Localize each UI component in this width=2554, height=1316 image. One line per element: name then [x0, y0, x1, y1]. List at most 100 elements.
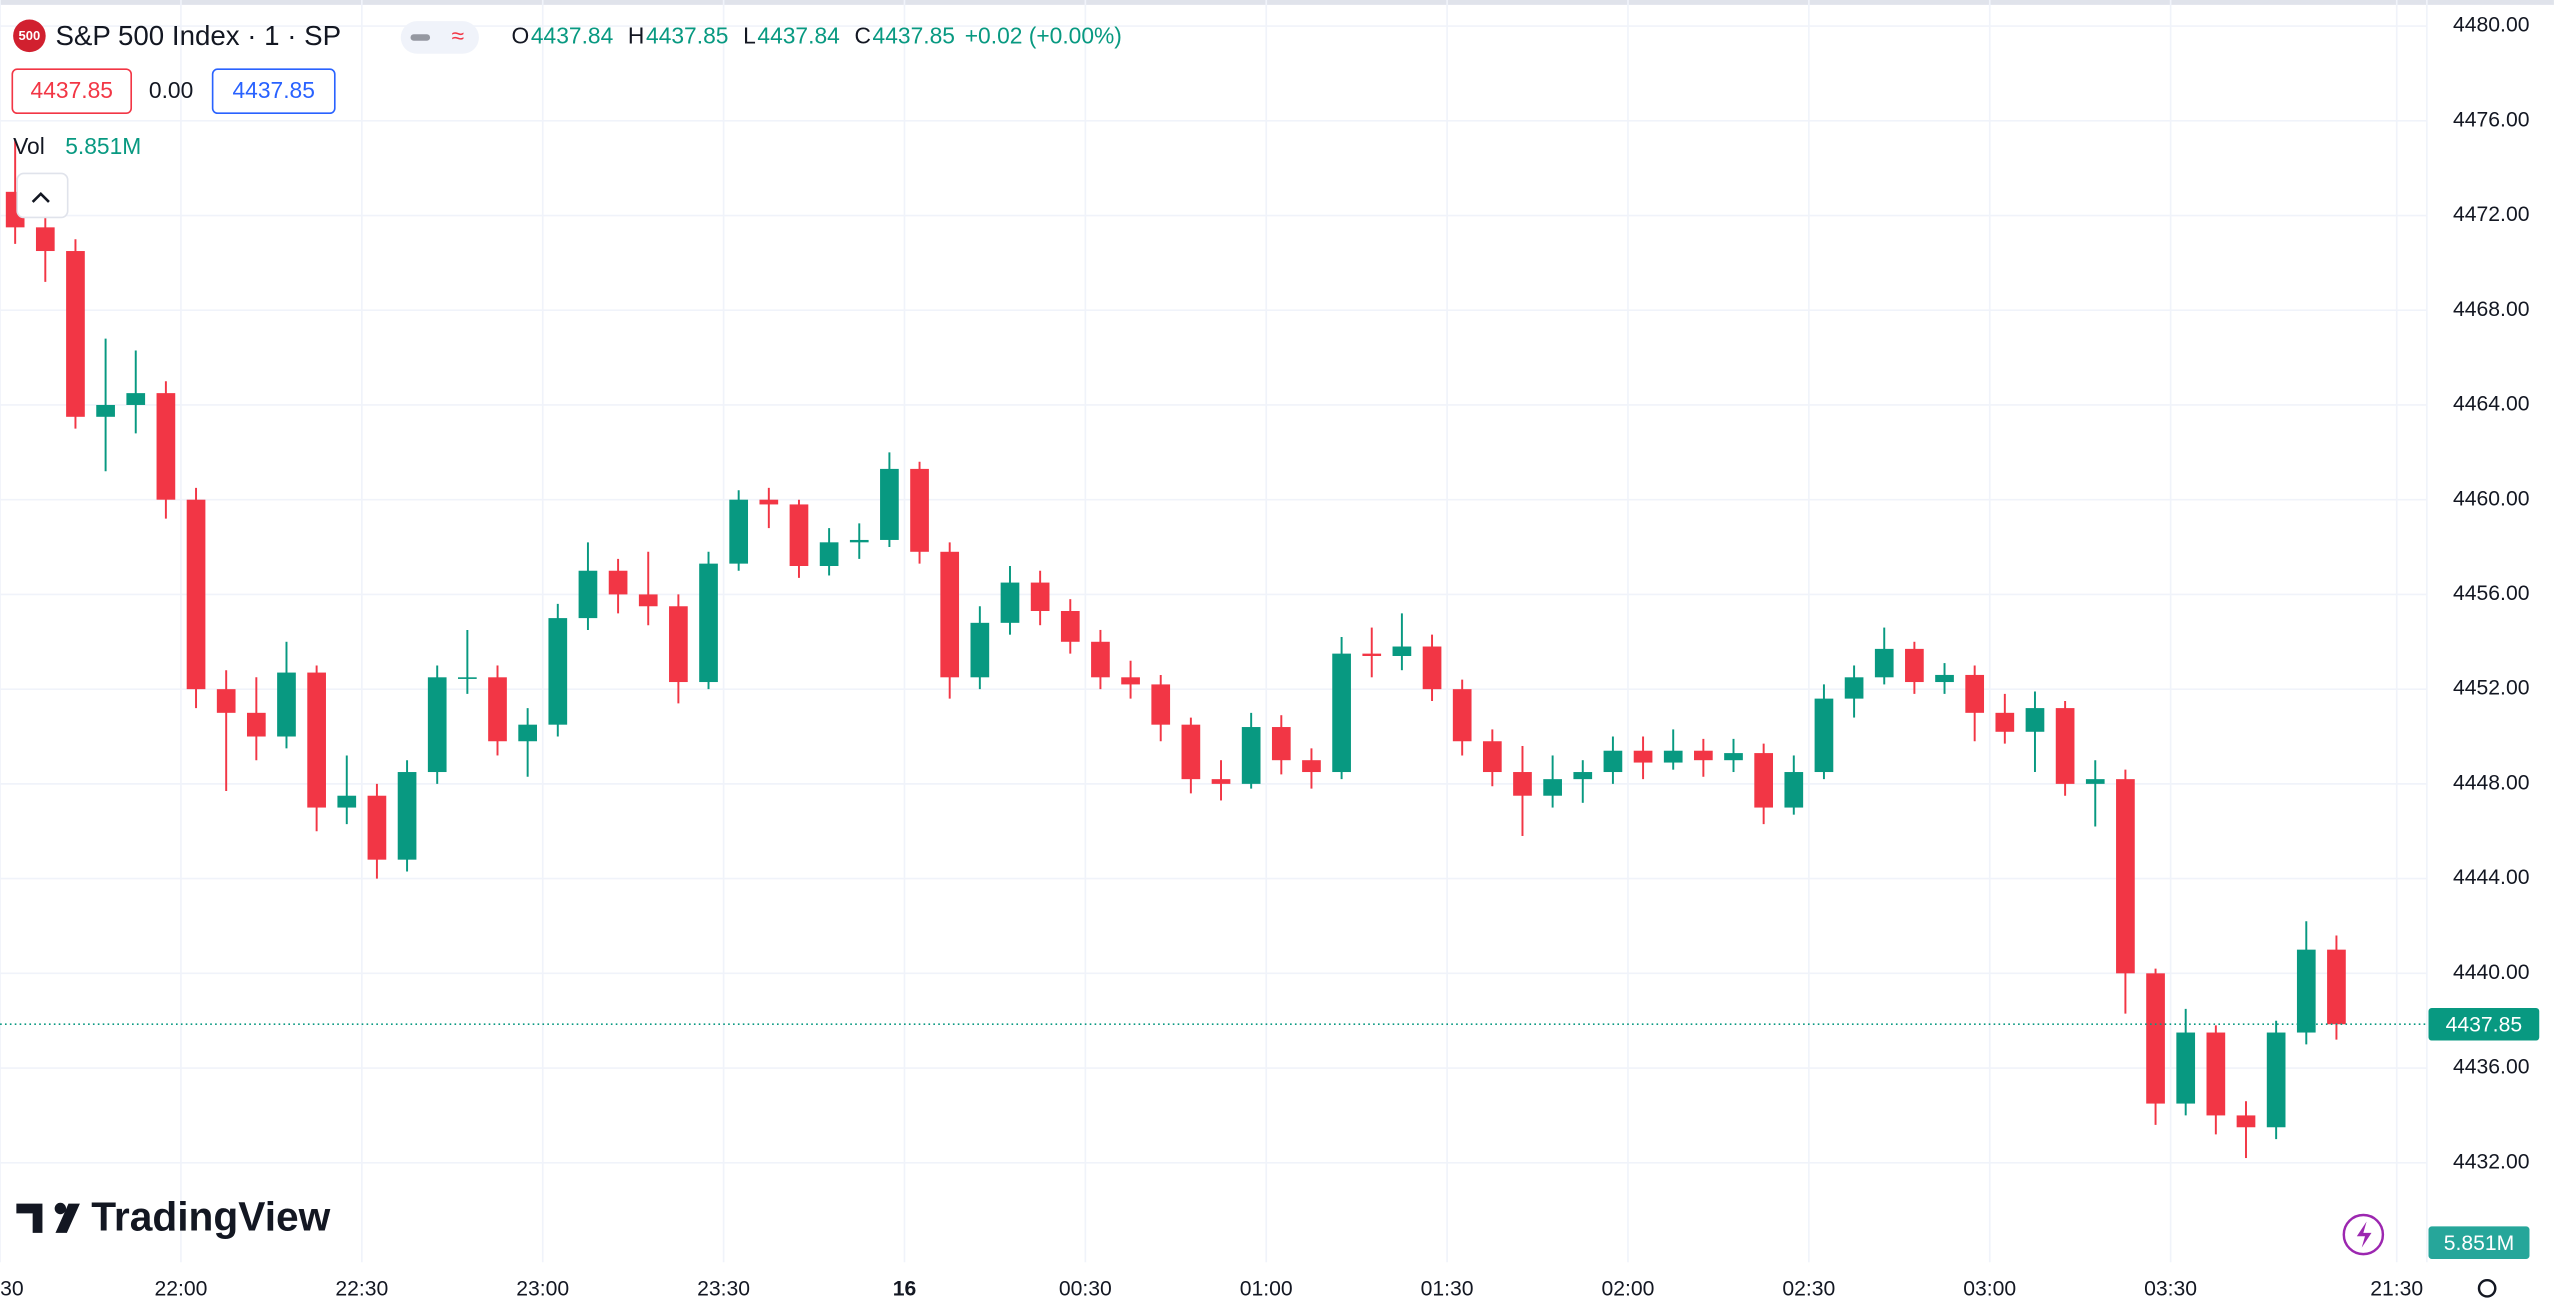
candle-body: [940, 551, 960, 678]
symbol-title[interactable]: S&P 500 Index · 1 · SP: [55, 20, 341, 51]
change: +0.02 (+0.00%): [965, 22, 1122, 48]
last-price-label: 4437.85: [2446, 1013, 2522, 1036]
axes: 4432.00 4436.00 4440.00 4444.00 4448.00 4452.…: [0, 14, 2540, 1301]
x-tick-label: 21:30: [2370, 1278, 2423, 1301]
y-tick-label: 4452.00: [2453, 677, 2529, 700]
x-tick-label: 02:30: [1782, 1278, 1835, 1301]
candle-body: [1121, 677, 1140, 685]
candle-body: [669, 606, 688, 683]
x-tick-label: 03:30: [2144, 1278, 2197, 1301]
status-icon: [410, 34, 431, 41]
ohlc-key: H: [628, 22, 644, 48]
candle-body: [35, 227, 55, 252]
candle-body: [2055, 708, 2075, 784]
y-tick-label: 4444.00: [2453, 866, 2529, 889]
candle-body: [2176, 1032, 2196, 1104]
candle-body: [1452, 689, 1472, 742]
y-tick-label: 4464.00: [2453, 393, 2529, 416]
candle-body: [578, 570, 598, 619]
candle-body: [2266, 1032, 2286, 1128]
candle-body: [2236, 1115, 2256, 1128]
candle-body: [789, 504, 809, 567]
candle-body: [819, 542, 839, 567]
candle-body: [1724, 753, 1743, 761]
candle-body: [880, 468, 899, 540]
candle-body: [1302, 760, 1321, 773]
candle-body: [1663, 750, 1683, 763]
candle-body: [1573, 772, 1593, 780]
candle-body: [1060, 610, 1080, 642]
y-tick-label: 4472.00: [2453, 203, 2529, 226]
candle-body: [277, 672, 296, 737]
candle-body: [156, 393, 176, 500]
sell-button[interactable]: [11, 68, 133, 115]
candle-body: [2296, 949, 2316, 1033]
x-tick-label: 22:00: [154, 1278, 207, 1301]
volume-value: 5.851M: [65, 133, 141, 159]
y-tick-label: 4476.00: [2453, 108, 2529, 131]
logo-text: 500: [19, 28, 41, 43]
candle-body: [186, 499, 206, 690]
volume-tag-label: 5.851M: [2444, 1232, 2515, 1255]
candle-body: [1000, 582, 1020, 623]
candle-body: [1935, 674, 1954, 683]
candle-body: [397, 772, 417, 860]
replay-icon: [2356, 1221, 2372, 1248]
x-tick-label: 16: [893, 1278, 917, 1301]
ohlc-key: O: [512, 22, 530, 48]
candles: [0, 139, 2427, 1159]
x-tick-label: 02:00: [1602, 1278, 1655, 1301]
y-tick-label: 4448.00: [2453, 771, 2529, 794]
candle-body: [216, 689, 236, 713]
x-tick-label: 00:30: [1059, 1278, 1112, 1301]
ohlc-value: 4437.85: [873, 22, 955, 48]
ohlc: O 4437.84 H 4437.85 L 4437.84 C 4437.85 +0.02 (+…: [512, 22, 1122, 48]
y-tick-label: 4440.00: [2453, 961, 2529, 984]
status-icon: ≈: [451, 22, 464, 48]
candle-body: [608, 570, 628, 595]
candle-body: [759, 499, 779, 505]
candle-body: [970, 622, 990, 678]
candle-body: [1362, 653, 1382, 656]
settings-button[interactable]: [2477, 1278, 2497, 1298]
ohlc-value: 4437.84: [531, 22, 614, 48]
candle-body: [1181, 724, 1201, 780]
x-tick-label: 22:30: [335, 1278, 388, 1301]
sell-price[interactable]: 4437.85: [31, 77, 113, 103]
candle-body: [1392, 646, 1412, 656]
candle-body: [910, 468, 929, 552]
candle-body: [1633, 750, 1653, 763]
candle-body: [246, 712, 266, 737]
candle-body: [1030, 582, 1050, 611]
candle-body: [1965, 674, 1985, 713]
candle-body: [1995, 712, 2015, 732]
buy-price[interactable]: 4437.85: [233, 77, 315, 103]
y-tick-label: 4456.00: [2453, 582, 2529, 605]
candle-body: [307, 672, 326, 808]
legend: 500 S&P 500 Index · 1 · SP ≈ O 4437.84 H 44…: [11, 19, 1122, 219]
candle-body: [1151, 684, 1171, 725]
candle-body: [1603, 750, 1623, 773]
collapse-icon: [31, 191, 50, 203]
candle-body: [1091, 641, 1110, 678]
candle-body: [518, 724, 537, 742]
candle-body: [66, 251, 85, 417]
candle-body: [367, 795, 387, 860]
buy-button[interactable]: [211, 68, 336, 115]
candle-body: [1874, 648, 1894, 678]
candle-body: [1754, 753, 1773, 808]
candle-body: [1271, 727, 1291, 761]
x-tick-label: 03:00: [1963, 1278, 2016, 1301]
candle-body: [849, 539, 869, 543]
candle-body: [337, 795, 357, 808]
candle-body: [488, 677, 507, 742]
symbol-logo: [13, 19, 46, 53]
candle-body: [2116, 779, 2135, 974]
candle-body: [729, 499, 749, 564]
last-price-tag: [2428, 1007, 2540, 1041]
status-pill[interactable]: [400, 21, 479, 54]
candle-body: [2025, 708, 2045, 732]
candle-body: [1784, 772, 1804, 808]
ohlc-value: 4437.84: [757, 22, 840, 48]
